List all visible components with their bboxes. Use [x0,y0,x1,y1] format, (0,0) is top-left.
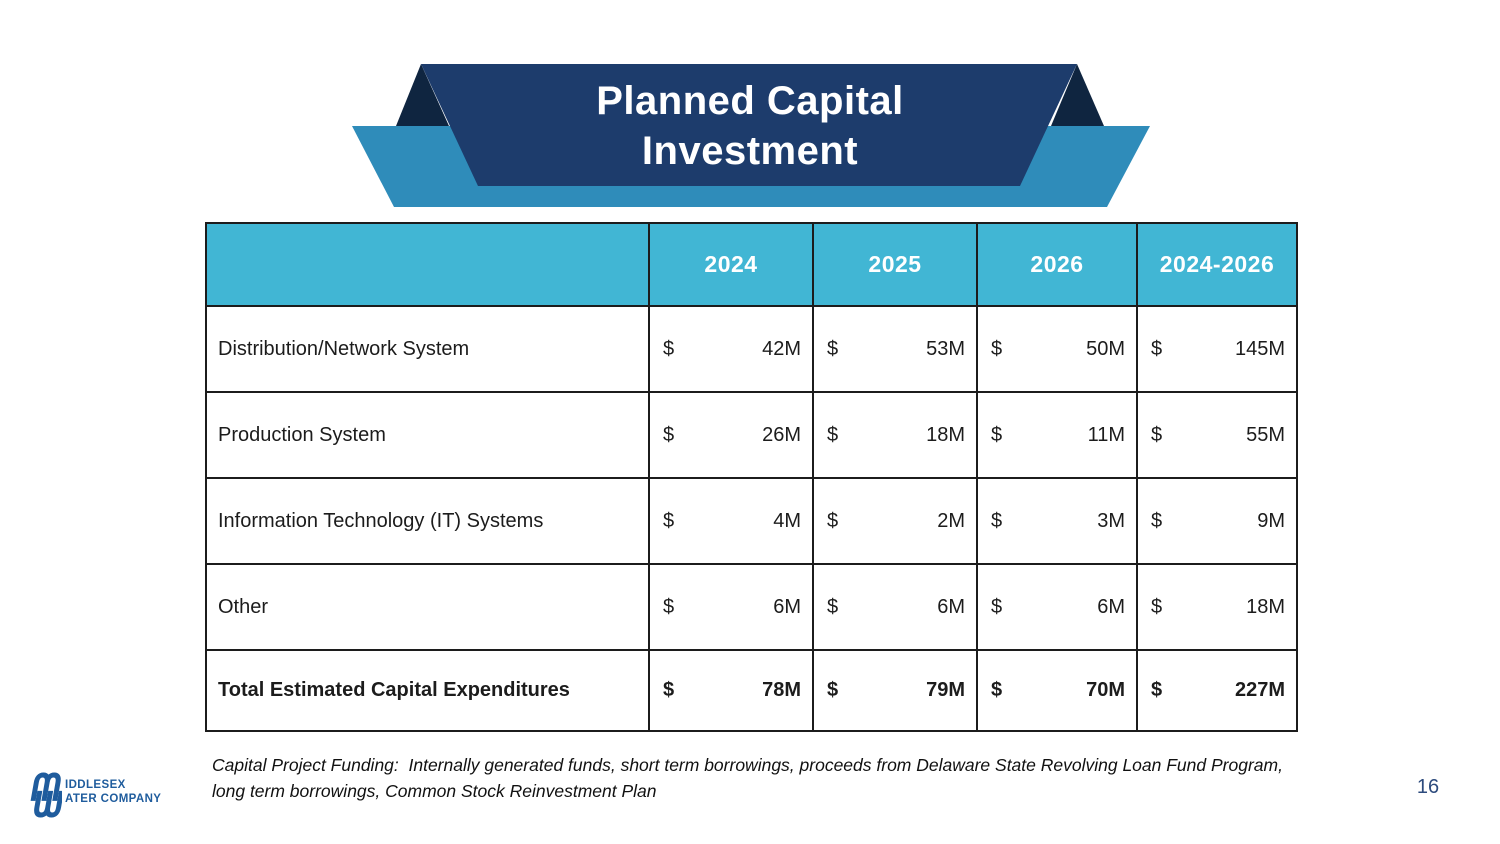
ribbon-fold-right [1051,64,1104,126]
amount-value: 2M [937,509,965,532]
value-cell: $3M [976,477,1138,565]
amount-value: 145M [1234,337,1285,360]
currency-symbol: $ [663,679,675,701]
column-header-2025: 2025 [812,222,978,307]
page-title: Planned Capital Investment [450,76,1050,176]
table-row: Other $6M $6M $6M $18M [205,563,1298,651]
currency-symbol: $ [1151,509,1163,532]
currency-symbol: $ [1151,679,1163,701]
table-row: Production System $26M $18M $11M $55M [205,391,1298,479]
logo-wordmark: IDDLESEX ATER COMPANY [65,764,161,826]
amount-value: 6M [937,595,965,618]
currency-symbol: $ [1151,337,1163,360]
amount-value: 18M [926,423,965,446]
column-header-2026: 2026 [976,222,1138,307]
amount-value: 79M [926,679,965,701]
amount-value: 3M [1097,509,1125,532]
currency-symbol: $ [663,337,675,360]
currency-symbol: $ [1151,595,1163,618]
table-row-total: Total Estimated Capital Expenditures $78… [205,649,1298,732]
value-cell: $2M [812,477,978,565]
page-number: 16 [1416,776,1440,798]
currency-symbol: $ [991,337,1003,360]
logo-text-line2: ATER COMPANY [65,793,162,805]
value-cell: $78M [648,649,814,732]
company-logo: IDDLESEX ATER COMPANY [22,764,161,826]
table-row: Information Technology (IT) Systems $4M … [205,477,1298,565]
column-header-2024-2026: 2024-2026 [1136,222,1298,307]
logo-text-line1: IDDLESEX [65,779,126,791]
value-cell: $4M [648,477,814,565]
currency-symbol: $ [663,423,675,446]
currency-symbol: $ [827,509,839,532]
amount-value: 78M [762,679,801,701]
value-cell: $55M [1136,391,1298,479]
amount-value: 6M [1097,595,1125,618]
amount-value: 53M [926,337,965,360]
amount-value: 11M [1087,423,1125,446]
currency-symbol: $ [991,423,1003,446]
page-title-line2: Investment [641,129,859,173]
value-cell: $9M [1136,477,1298,565]
value-cell: $79M [812,649,978,732]
ribbon-front-band [421,64,1077,186]
currency-symbol: $ [827,595,839,618]
column-header-blank [205,222,650,307]
currency-symbol: $ [827,679,839,701]
currency-symbol: $ [663,509,675,532]
mw-monogram-icon [30,772,62,818]
page-title-line1: Planned Capital [596,79,904,123]
currency-symbol: $ [991,509,1003,532]
table-row: Distribution/Network System $42M $53M $5… [205,305,1298,393]
value-cell: $18M [1136,563,1298,651]
value-cell: $42M [648,305,814,393]
ribbon-fold-left [396,64,449,126]
value-cell: $6M [648,563,814,651]
title-ribbon [352,64,1150,207]
capex-table: 2024 2025 2026 2024-2026 Distribution/Ne… [205,222,1298,732]
amount-value: 4M [773,509,801,532]
value-cell: $26M [648,391,814,479]
amount-value: 18M [1246,595,1285,618]
amount-value: 9M [1257,509,1285,532]
value-cell: $145M [1136,305,1298,393]
amount-value: 227M [1234,679,1285,701]
table-header-row: 2024 2025 2026 2024-2026 [205,222,1298,307]
value-cell: $50M [976,305,1138,393]
value-cell: $18M [812,391,978,479]
value-cell: $227M [1136,649,1298,732]
value-cell: $6M [812,563,978,651]
currency-symbol: $ [1151,423,1163,446]
amount-value: 6M [773,595,801,618]
value-cell: $11M [976,391,1138,479]
column-header-2024: 2024 [648,222,814,307]
amount-value: 55M [1246,423,1285,446]
currency-symbol: $ [827,423,839,446]
amount-value: 42M [762,337,801,360]
amount-value: 26M [762,423,801,446]
value-cell: $70M [976,649,1138,732]
row-label: Information Technology (IT) Systems [205,477,650,565]
amount-value: 50M [1086,337,1125,360]
row-label: Other [205,563,650,651]
value-cell: $53M [812,305,978,393]
currency-symbol: $ [991,679,1003,701]
value-cell: $6M [976,563,1138,651]
row-label: Production System [205,391,650,479]
amount-value: 70M [1086,679,1125,701]
row-label-total: Total Estimated Capital Expenditures [205,649,650,732]
currency-symbol: $ [827,337,839,360]
row-label: Distribution/Network System [205,305,650,393]
currency-symbol: $ [663,595,675,618]
currency-symbol: $ [991,595,1003,618]
funding-note: Capital Project Funding: Internally gene… [212,755,1293,801]
